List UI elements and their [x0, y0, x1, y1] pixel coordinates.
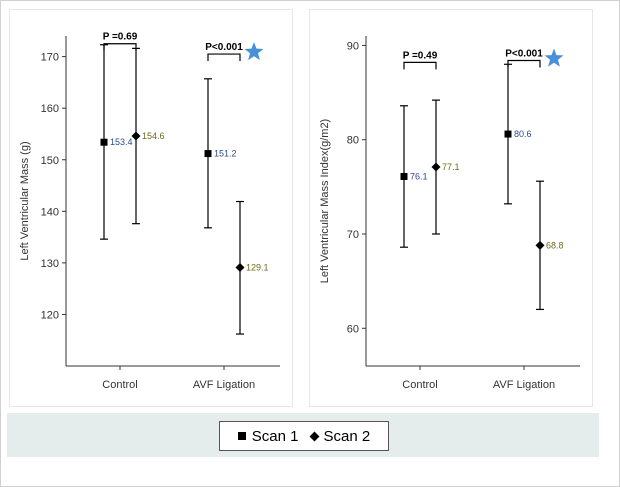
y-tick-label: 120: [41, 309, 59, 321]
significance-bracket: [103, 43, 137, 51]
chart-lv-mass-index: 60 70 80 90 Left Ventricular Mass Index(g/m2…: [319, 36, 580, 391]
data-label: 76.1: [410, 171, 428, 181]
y-tick-label: 160: [41, 103, 59, 115]
x-category-label: Control: [402, 379, 437, 391]
square-marker-icon: [237, 432, 246, 440]
mean-marker-diamond: [535, 240, 545, 250]
y-tick-label: 130: [41, 258, 59, 270]
star-icon: [244, 42, 264, 61]
y-tick-label: 80: [347, 135, 359, 147]
data-label: 68.8: [546, 240, 564, 250]
legend-label-scan2: Scan 2: [323, 427, 371, 445]
p-value-label: P<0.001: [205, 42, 243, 53]
mean-marker-diamond: [431, 162, 441, 172]
y-tick-label: 60: [347, 323, 359, 335]
p-value-label: P =0.69: [103, 32, 138, 43]
mean-marker-square: [204, 150, 212, 158]
y-tick-label: 140: [41, 206, 59, 218]
star-icon: [544, 48, 564, 67]
data-label: 80.6: [514, 129, 532, 139]
legend-item-scan2: Scan 2: [309, 427, 371, 445]
chart-lv-mass: 120 130 140 150 160 170 Left Ventricular Mass …: [19, 32, 280, 391]
significance-bracket: [507, 59, 541, 68]
legend-label-scan1: Scan 1: [251, 427, 299, 445]
chart-panel-lv-mass-index: 60 70 80 90 Left Ventricular Mass Index(g/m2…: [309, 9, 593, 407]
data-label: 153.4: [110, 137, 133, 147]
x-category-label: Control: [102, 379, 137, 391]
y-axis-title: Left Ventricular Mass (g): [19, 141, 31, 260]
mean-marker-diamond: [235, 263, 245, 273]
diamond-marker-icon: [309, 431, 319, 441]
legend-item-scan1: Scan 1: [237, 427, 299, 445]
p-value-label: P =0.49: [403, 50, 438, 61]
y-tick-label: 90: [347, 40, 359, 52]
data-label: 77.1: [442, 162, 460, 172]
y-tick-label: 150: [41, 155, 59, 167]
y-tick-label: 170: [41, 52, 59, 64]
y-axis-title: Left Ventricular Mass Index(g/m2): [319, 119, 331, 283]
legend: Scan 1 Scan 2: [219, 421, 389, 451]
x-category-label: AVF Ligation: [193, 379, 255, 391]
data-label: 154.6: [142, 131, 165, 141]
significance-bracket: [403, 61, 437, 70]
data-label: 129.1: [246, 263, 269, 273]
y-tick-label: 70: [347, 229, 359, 241]
p-value-label: P<0.001: [505, 49, 543, 60]
mean-marker-square: [100, 138, 108, 146]
chart-panel-lv-mass: 120 130 140 150 160 170 Left Ventricular Mass …: [9, 9, 293, 407]
mean-marker-square: [504, 130, 512, 138]
x-category-label: AVF Ligation: [493, 379, 555, 391]
legend-bar: Scan 1 Scan 2: [7, 413, 599, 457]
significance-bracket: [207, 53, 241, 62]
data-label: 151.2: [214, 149, 237, 159]
mean-marker-square: [400, 172, 408, 180]
mean-marker-diamond: [131, 131, 141, 141]
